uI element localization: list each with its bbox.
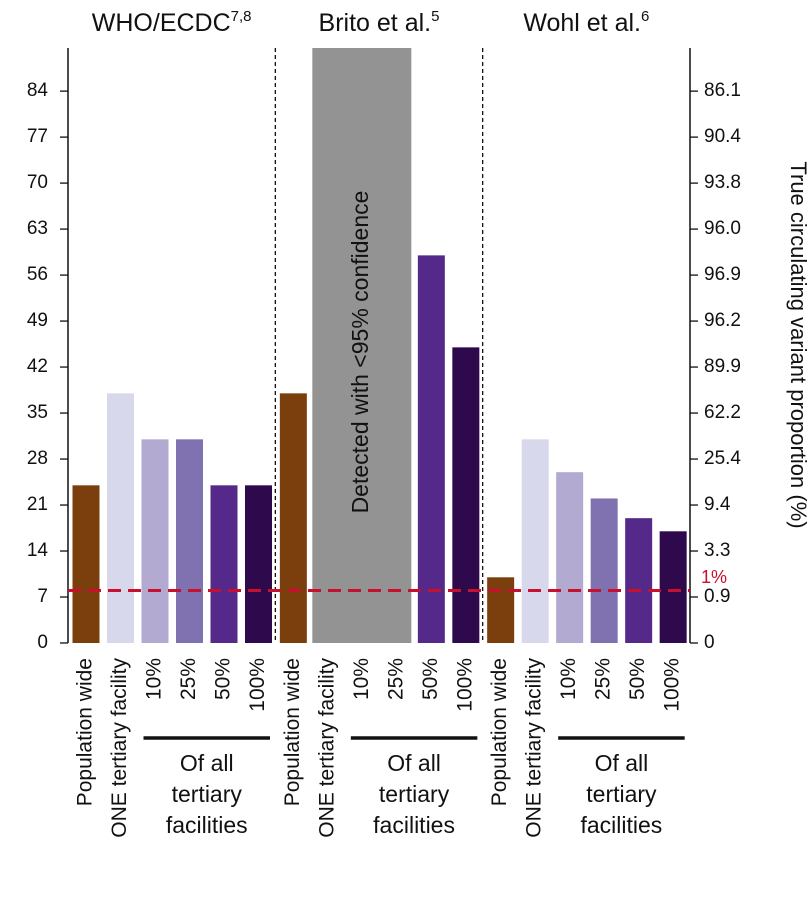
left-tick-label: 14 [27,540,49,561]
bar-panel3-3 [556,472,584,643]
left-tick-label: 56 [27,264,48,285]
right-tick-label: 62.2 [704,402,741,423]
panel-title-text: Brito et al. [319,9,432,37]
bar-panel3-2 [521,439,549,643]
subgroup-label-panel2-line2: tertiary [379,781,450,807]
category-label-panel1-2: ONE tertiary facility [108,658,131,838]
right-tick-label: 86.1 [704,80,741,101]
category-label-panel3-4: 25% [592,658,615,700]
category-label-panel1-6: 100% [246,658,269,712]
category-label-panel3-5: 50% [626,658,649,700]
right-tick-label: 89.9 [704,356,741,377]
threshold-label: 1% [701,567,727,587]
category-label-panel2-3: 10% [350,658,373,700]
right-tick-label: 96.9 [704,264,741,285]
subgroup-label-panel3-line2: tertiary [586,781,657,807]
bar-panel2-1 [279,393,307,643]
right-tick-label: 93.8 [704,172,741,193]
category-label-panel2-6: 100% [453,658,476,712]
category-label-panel2-4: 25% [384,658,407,700]
category-label-panel3-3: 10% [557,658,580,700]
category-label-panel3-2: ONE tertiary facility [523,658,546,838]
low-confidence-region [312,48,412,643]
panel-title-superscript: 6 [641,8,649,25]
panel-title-2: Brito et al.5 [319,8,440,37]
right-tick-label: 96.2 [704,310,741,331]
left-tick-label: 28 [27,448,48,469]
left-tick-label: 7 [37,586,48,607]
right-tick-label: 96.0 [704,218,741,239]
category-label-panel2-2: ONE tertiary facility [315,658,338,838]
bar-panel1-6 [245,485,272,643]
left-tick-label: 42 [27,356,48,377]
bar-panel1-3 [141,439,169,643]
subgroup-label-panel2-line1: Of all [387,750,441,776]
bar-panel3-4 [590,498,618,643]
left-tick-label: 63 [27,218,48,239]
right-axis-label: True circulating variant proportion (%) [786,161,811,528]
right-tick-label: 9.4 [704,494,731,515]
left-tick-label: 0 [37,632,48,653]
left-tick-label: 77 [27,126,48,147]
left-tick-label: 49 [27,310,48,331]
right-tick-label: 0 [704,632,715,653]
low-confidence-label: Detected with <95% confidence [347,191,373,514]
category-label-panel2-5: 50% [419,658,442,700]
subgroup-label-panel3-line1: Of all [595,750,649,776]
left-tick-label: 35 [27,402,48,423]
bar-panel2-6 [452,347,480,643]
right-tick-label: 0.9 [704,586,730,607]
panel-title-3: Wohl et al.6 [523,8,649,37]
category-label-panel3-1: Population wide [488,658,511,806]
bar-panel3-6 [659,531,687,643]
left-tick-label: 84 [27,80,49,101]
panel-title-superscript: 7,8 [231,8,252,25]
panel-title-text: WHO/ECDC [92,9,231,37]
subgroup-label-panel1-line3: facilities [166,812,248,838]
right-tick-label: 90.4 [704,126,741,147]
panel-title-superscript: 5 [431,8,439,25]
bar-panel1-5 [210,485,238,643]
category-label-panel1-1: Population wide [74,658,97,806]
subgroup-label-panel3-line3: facilities [581,812,663,838]
bar-panel3-1 [487,577,515,643]
panel-title-1: WHO/ECDC7,8 [92,8,252,37]
subgroup-label-panel1-line1: Of all [180,750,234,776]
category-label-panel1-4: 25% [177,658,200,700]
category-label-panel2-1: Population wide [281,658,304,806]
subgroup-label-panel1-line2: tertiary [172,781,243,807]
left-tick-label: 21 [27,494,48,515]
right-tick-label: 25.4 [704,448,741,469]
category-label-panel3-6: 100% [661,658,684,712]
bar-panel3-5 [625,518,653,643]
right-tick-label: 3.3 [704,540,730,561]
category-label-panel1-5: 50% [212,658,235,700]
bar-panel1-1 [72,485,100,643]
bar-panel1-2 [107,393,134,643]
subgroup-label-panel2-line3: facilities [373,812,455,838]
bar-panel2-5 [417,255,445,643]
left-tick-label: 70 [27,172,48,193]
bar-panel1-4 [176,439,203,643]
panel-title-text: Wohl et al. [523,9,641,37]
category-label-panel1-3: 10% [143,658,166,700]
